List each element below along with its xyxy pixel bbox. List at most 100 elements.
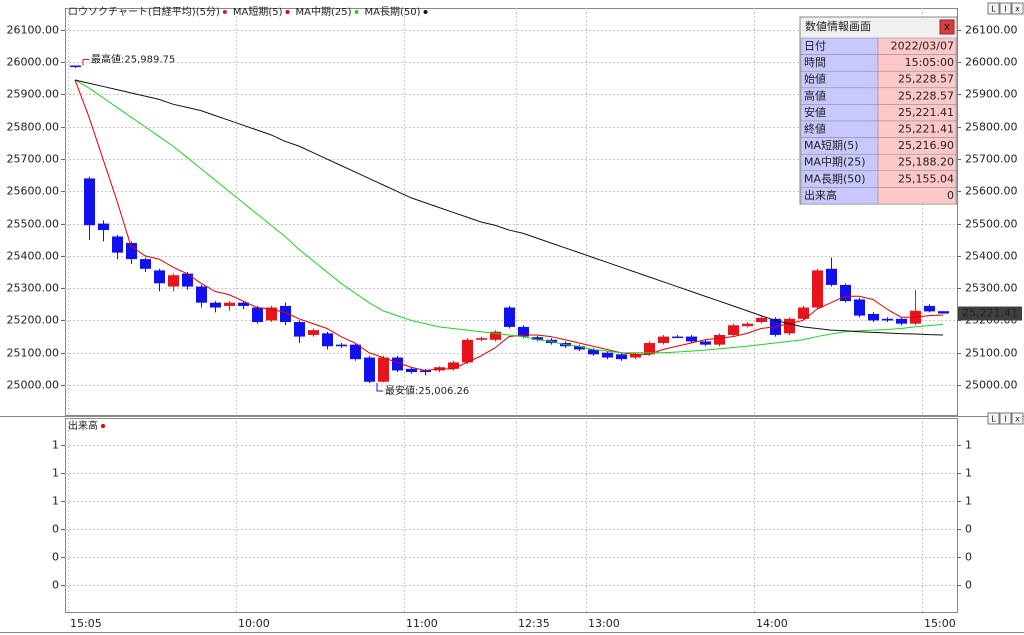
y-tick-label: 1 xyxy=(52,467,59,480)
info-value: 25,221.41 xyxy=(898,123,954,136)
candle-body xyxy=(756,317,767,323)
candle-body xyxy=(350,344,361,360)
info-label: 終値 xyxy=(804,122,826,136)
info-label: MA長期(50) xyxy=(804,172,866,185)
close-button-label: x xyxy=(944,20,951,33)
candle-body xyxy=(112,236,123,253)
y-tick-label: 26100.00 xyxy=(7,24,60,37)
pane-button[interactable] xyxy=(999,412,1012,425)
info-label: 安値 xyxy=(804,105,826,119)
y2-tick-label: 0 xyxy=(965,523,972,536)
candle-body xyxy=(392,357,403,371)
candle-body xyxy=(784,318,795,334)
info-value: 0 xyxy=(947,189,954,202)
candle-body xyxy=(70,65,81,68)
candle-body xyxy=(616,354,627,360)
candle-body xyxy=(742,323,753,327)
candle-body xyxy=(924,305,935,312)
candle-body xyxy=(700,341,711,345)
candle-body xyxy=(812,270,823,308)
x-tick-label: 13:00 xyxy=(588,617,620,630)
pane-button[interactable] xyxy=(1011,412,1024,425)
y-tick-label: 25900.00 xyxy=(7,88,60,101)
candle-body xyxy=(294,322,305,337)
legend-marker xyxy=(423,10,428,14)
info-panel-title: 数値情報画面 xyxy=(805,20,871,33)
y-tick-label: 0 xyxy=(52,551,59,564)
candle-body xyxy=(798,307,809,319)
pane-button-label: x xyxy=(1015,5,1020,14)
candle-body xyxy=(672,336,683,339)
candle-body xyxy=(266,307,277,321)
y-tick-label: 25800.00 xyxy=(7,121,60,134)
x-tick-label: 12:35 xyxy=(518,617,550,630)
x-tick-label: 14:00 xyxy=(756,617,788,630)
y-tick-label: 25600.00 xyxy=(7,185,60,198)
pane-button[interactable] xyxy=(999,2,1012,15)
candle-body xyxy=(588,349,599,355)
candle-body xyxy=(280,305,291,323)
y-tick-label: 0 xyxy=(52,579,59,592)
y-tick-label: 25100.00 xyxy=(7,347,60,360)
candle-body xyxy=(644,343,655,355)
candle-body xyxy=(406,368,417,373)
candle-body xyxy=(238,302,249,306)
candle-body xyxy=(504,307,515,327)
legend-label: ロウソクチャート(日経平均)(5分) xyxy=(68,5,220,18)
info-label: 高値 xyxy=(804,88,826,102)
info-label: 時間 xyxy=(804,56,826,69)
candle-body xyxy=(378,357,389,382)
x-tick-label: 11:00 xyxy=(406,617,438,630)
y2-tick-label: 25000.00 xyxy=(965,379,1018,392)
info-value-cell xyxy=(877,187,957,205)
y2-tick-label: 26100.00 xyxy=(965,24,1018,37)
candle-body xyxy=(322,333,333,347)
legend-label: MA短期(5) xyxy=(233,5,283,18)
y2-tick-label: 25600.00 xyxy=(965,185,1018,198)
candle-body xyxy=(896,318,907,324)
info-value: 25,188.20 xyxy=(898,156,954,169)
close-button[interactable] xyxy=(939,19,955,35)
info-label: MA短期(5) xyxy=(804,138,859,152)
candle-body xyxy=(518,326,529,337)
candle-body xyxy=(532,337,543,340)
candle-body xyxy=(658,336,669,344)
info-label: 始値 xyxy=(804,72,826,86)
candle-body xyxy=(574,346,585,350)
y2-tick-label: 25800.00 xyxy=(965,121,1018,134)
candle-body xyxy=(154,270,165,284)
annotation-label: 最高値:25,989.75 xyxy=(91,53,175,66)
y-tick-label: 26000.00 xyxy=(7,56,60,69)
info-label: MA中期(25) xyxy=(804,156,866,169)
y2-tick-label: 25700.00 xyxy=(965,153,1018,166)
pane-button[interactable] xyxy=(1011,2,1024,15)
info-value: 25,155.04 xyxy=(898,172,954,185)
last-price-tag xyxy=(958,306,1022,321)
y2-tick-label: 1 xyxy=(965,467,972,480)
y-tick-label: 25300.00 xyxy=(7,282,60,295)
info-value: 25,216.90 xyxy=(898,139,954,152)
y-tick-label: 25200.00 xyxy=(7,314,60,327)
y2-tick-label: 25900.00 xyxy=(965,88,1018,101)
pane-button[interactable] xyxy=(987,412,1000,425)
y2-tick-label: 1 xyxy=(965,495,972,508)
ma-line xyxy=(74,79,944,371)
info-value: 25,228.57 xyxy=(898,89,954,102)
volume-pane-frame xyxy=(65,418,958,613)
annotation-label: 最安値:25,006.26 xyxy=(385,384,469,397)
info-label: 出来高 xyxy=(804,188,837,202)
legend-marker xyxy=(285,10,290,14)
candle-body xyxy=(476,338,487,340)
legend-label: MA中期(25) xyxy=(296,5,352,18)
legend-label: MA長期(50) xyxy=(365,6,421,18)
info-value: 25,221.41 xyxy=(898,106,954,119)
legend-label: 出来高 xyxy=(68,419,98,432)
candle-body xyxy=(630,354,641,358)
y2-tick-label: 1 xyxy=(965,439,972,452)
y2-tick-label: 0 xyxy=(965,579,972,592)
pane-button[interactable] xyxy=(987,2,1000,15)
annotation-marker xyxy=(376,382,383,392)
candle-body xyxy=(224,302,235,306)
pane-button-label: x xyxy=(1015,415,1020,424)
pane-button-label: I xyxy=(1004,5,1006,14)
